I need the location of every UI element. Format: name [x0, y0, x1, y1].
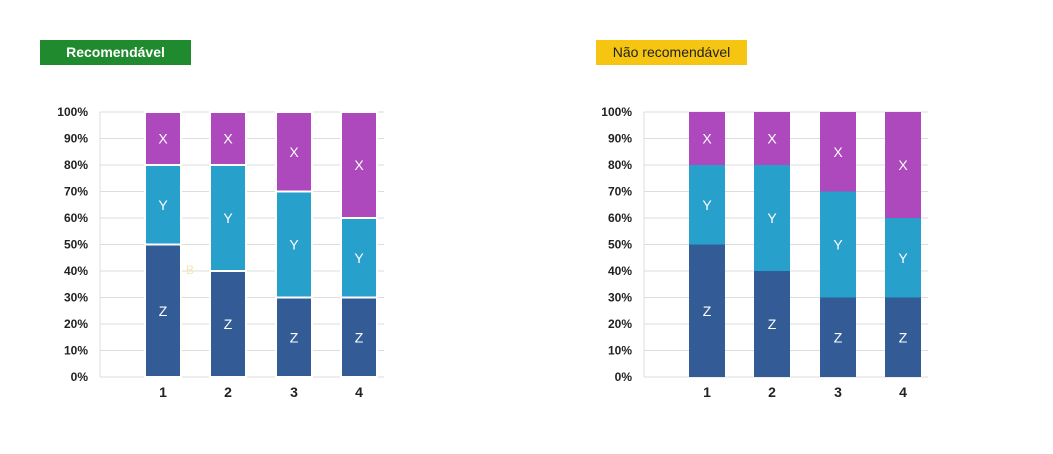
bar-segment-z [144, 243, 182, 378]
segment-label: X [158, 131, 168, 147]
chart-recommended: 0% 10% 20% 30% 40% 50% 60% 70% 80% 90% 100% Z Y X 1 Z Y X… [57, 105, 384, 400]
segment-label: Z [899, 329, 908, 345]
bar-segment-x [689, 112, 725, 165]
segment-label: X [354, 157, 364, 173]
bar-segment-y [820, 191, 856, 298]
y-tick-label: 20% [608, 317, 632, 331]
segment-label: Y [898, 250, 908, 266]
segment-label: Z [834, 329, 843, 345]
chart-panel-recommended: Recomendável 0% 10% 20% 30% 40% 50% 60% 70% 80% 9… [0, 0, 500, 454]
segment-label: Y [158, 197, 168, 213]
recommended-badge: Recomendável [40, 40, 191, 65]
bar-segment-x [275, 111, 313, 193]
segment-label: Z [159, 303, 168, 319]
bar-segment-x [754, 112, 790, 165]
bar-segment-y [340, 217, 378, 299]
bar-segment-x [209, 111, 247, 166]
y-tick-label: 10% [608, 344, 632, 358]
bar-segment-y [885, 218, 921, 298]
y-tick-label: 80% [608, 158, 632, 172]
x-tick-label: 2 [768, 384, 776, 400]
bar-segment-z [275, 296, 313, 378]
y-tick-label: 100% [601, 105, 632, 119]
y-tick-label: 60% [608, 211, 632, 225]
y-tick-label: 30% [608, 291, 632, 305]
y-tick-label: 90% [608, 132, 632, 146]
segment-label: Y [833, 237, 843, 253]
bar-segment-x [885, 112, 921, 218]
bar-segment-z [885, 297, 921, 377]
y-tick-label: 80% [64, 158, 88, 172]
segment-label: Z [224, 316, 233, 332]
y-tick-label: 90% [64, 132, 88, 146]
y-tick-label: 40% [608, 264, 632, 278]
segment-label: X [702, 131, 712, 147]
x-tick-label: 1 [159, 384, 167, 400]
y-tick-label: 0% [615, 370, 633, 384]
y-tick-label: 70% [64, 185, 88, 199]
segment-label: X [289, 144, 299, 160]
segment-label: X [767, 131, 777, 147]
y-tick-label: 20% [64, 317, 88, 331]
segment-label: Z [703, 303, 712, 319]
y-tick-label: 100% [57, 105, 88, 119]
x-tick-label: 3 [834, 384, 842, 400]
chart-panel-not-recommended: Não recomendável 0% 10% 20% 30% 40% 50% 60% 70%… [544, 0, 1044, 454]
chart-not-recommended: 0% 10% 20% 30% 40% 50% 60% 70% 80% 90% 100% Z Y X 1 Z Y X… [601, 105, 928, 400]
x-tick-label: 4 [899, 384, 907, 400]
segment-label: Y [289, 237, 299, 253]
bar-segment-x [820, 112, 856, 192]
x-tick-label: 3 [290, 384, 298, 400]
y-tick-label: 40% [64, 264, 88, 278]
x-tick-label: 1 [703, 384, 711, 400]
not-recommended-badge: Não recomendável [596, 40, 747, 65]
y-tick-label: 50% [64, 238, 88, 252]
segment-label: X [223, 131, 233, 147]
y-tick-label: 70% [608, 185, 632, 199]
y-tick-label: 60% [64, 211, 88, 225]
segment-label: X [898, 157, 908, 173]
bar-segment-y [689, 165, 725, 245]
bar-segment-y [209, 164, 247, 272]
segment-label: Z [290, 329, 299, 345]
x-tick-label: 2 [224, 384, 232, 400]
segment-label: Y [354, 250, 364, 266]
y-tick-label: 30% [64, 291, 88, 305]
y-tick-label: 0% [71, 370, 89, 384]
bar-segment-z [340, 296, 378, 378]
segment-label: Y [223, 210, 233, 226]
bar-segment-y [754, 165, 790, 271]
x-tick-label: 4 [355, 384, 363, 400]
bar-segment-z [754, 271, 790, 377]
y-tick-label: 50% [608, 238, 632, 252]
bar-segment-z [820, 297, 856, 377]
segment-label: Z [355, 329, 364, 345]
segment-label: Y [702, 197, 712, 213]
bar-segment-y [275, 190, 313, 299]
segment-label: Y [767, 210, 777, 226]
bar-segment-z [689, 244, 725, 377]
stray-annotation-label: B [186, 263, 194, 277]
segment-label: Z [768, 316, 777, 332]
segment-label: X [833, 144, 843, 160]
bar-segment-x [340, 111, 378, 219]
y-tick-label: 10% [64, 344, 88, 358]
bar-segment-x [144, 111, 182, 166]
